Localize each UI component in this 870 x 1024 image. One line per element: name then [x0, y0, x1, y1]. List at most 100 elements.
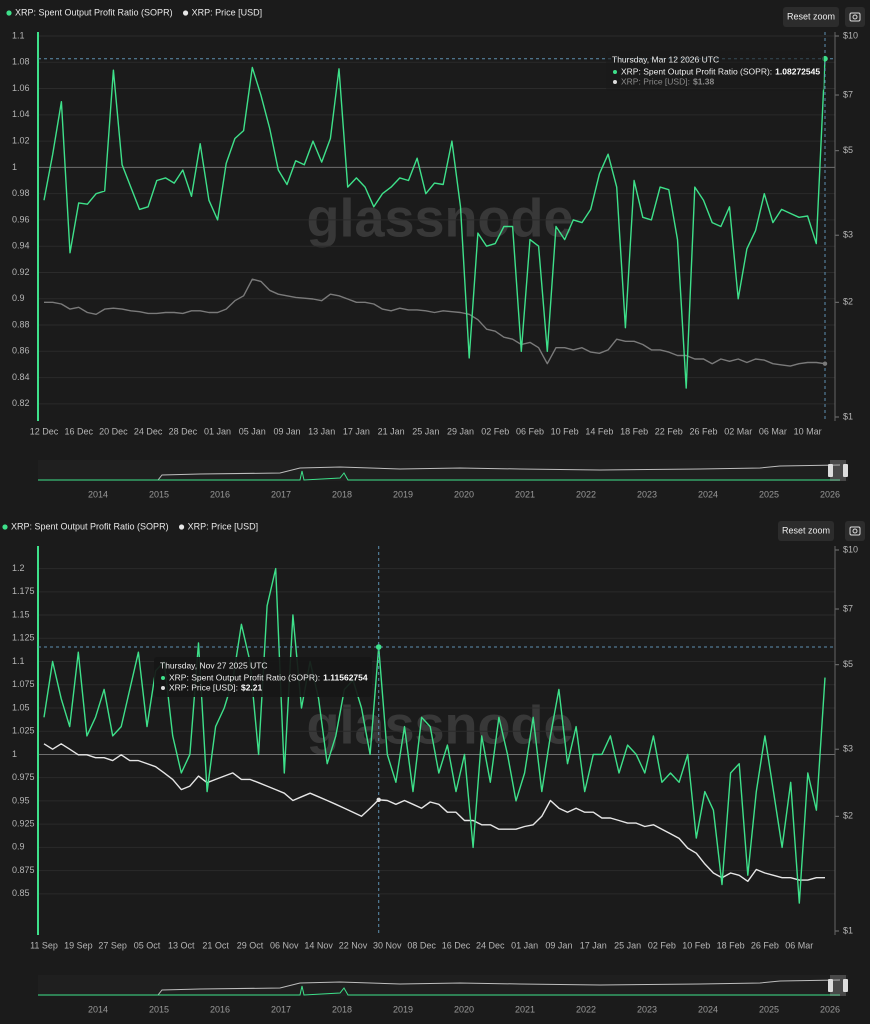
y2-tick-label: $3 — [843, 230, 853, 240]
hover-point — [376, 797, 381, 802]
x-tick-label: 14 Feb — [585, 426, 613, 436]
tooltip-label: XRP: Spent Output Profit Ratio (SOPR): — [621, 66, 772, 76]
x-tick-label: 12 Dec — [30, 426, 59, 436]
y-tick-label: 0.94 — [12, 241, 30, 251]
tooltip-label: XRP: Spent Output Profit Ratio (SOPR): — [169, 672, 320, 682]
y-tick-label: 1.08 — [12, 57, 30, 67]
navigator-year: 2024 — [698, 1004, 718, 1014]
x-tick-label: 24 Dec — [476, 940, 505, 950]
x-tick-label: 05 Oct — [134, 940, 161, 950]
y-tick-label: 1.025 — [12, 726, 35, 736]
x-tick-label: 29 Jan — [447, 426, 474, 436]
y2-tick-label: $1 — [843, 925, 853, 935]
y2-tick-label: $2 — [843, 297, 853, 307]
x-tick-label: 13 Oct — [168, 940, 195, 950]
legend-dot — [2, 524, 8, 530]
tooltip-date: Thursday, Mar 12 2026 UTC — [612, 54, 719, 64]
y2-tick-label: $3 — [843, 744, 853, 754]
y-tick-label: 0.98 — [12, 188, 30, 198]
y-tick-label: 0.88 — [12, 319, 30, 329]
y-tick-label: 1.15 — [12, 609, 30, 619]
y-tick-label: 0.84 — [12, 372, 30, 382]
y2-tick-label: $1 — [843, 411, 853, 421]
x-tick-label: 21 Oct — [202, 940, 229, 950]
x-tick-label: 28 Dec — [169, 426, 198, 436]
navigator[interactable] — [38, 460, 848, 481]
x-tick-label: 01 Jan — [511, 940, 538, 950]
navigator-year: 2019 — [393, 489, 413, 499]
y-tick-label: 0.9 — [12, 842, 25, 852]
x-tick-label: 24 Dec — [134, 426, 163, 436]
watermark: glassnode — [306, 188, 573, 248]
x-tick-label: 06 Nov — [270, 940, 299, 950]
navigator-window[interactable] — [830, 460, 846, 481]
x-tick-label: 05 Jan — [239, 426, 266, 436]
navigator-year: 2026 — [820, 1004, 840, 1014]
camera-button[interactable] — [845, 521, 865, 541]
sopr-line — [43, 58, 826, 389]
x-tick-label: 27 Sep — [98, 940, 127, 950]
navigator-handle[interactable] — [828, 464, 833, 477]
chart-panel: XRP: Spent Output Profit Ratio (SOPR) XRP… — [2, 521, 865, 1014]
hover-point — [375, 644, 382, 650]
x-tick-label: 14 Nov — [304, 940, 333, 950]
camera-lens — [852, 14, 858, 20]
navigator-handle[interactable] — [843, 979, 848, 992]
navigator-year: 2018 — [332, 1004, 352, 1014]
y2-tick-label: $2 — [843, 811, 853, 821]
tooltip-dot — [613, 70, 617, 74]
reset-zoom-label[interactable]: Reset zoom — [782, 525, 830, 535]
navigator-year: 2025 — [759, 489, 779, 499]
tooltip-label: XRP: Price [USD]: — [621, 76, 690, 86]
x-tick-label: 06 Feb — [516, 426, 544, 436]
y-tick-label: 1 — [12, 162, 17, 172]
y2-tick-label: $5 — [843, 145, 853, 155]
navigator[interactable] — [38, 975, 848, 996]
x-tick-label: 09 Jan — [545, 940, 572, 950]
navigator-handle[interactable] — [843, 464, 848, 477]
y-tick-label: 1.04 — [12, 109, 30, 119]
navigator-year: 2021 — [515, 489, 535, 499]
navigator-year: 2022 — [576, 489, 596, 499]
x-tick-label: 18 Feb — [717, 940, 745, 950]
hover-point — [822, 361, 828, 366]
navigator-year: 2020 — [454, 1004, 474, 1014]
navigator-window[interactable] — [830, 975, 846, 996]
reset-zoom-button[interactable] — [778, 521, 834, 541]
x-tick-label: 08 Dec — [407, 940, 436, 950]
price-line — [43, 743, 825, 882]
y-tick-label: 0.85 — [12, 888, 30, 898]
navigator-year: 2020 — [454, 489, 474, 499]
y-tick-label: 0.82 — [12, 398, 30, 408]
navigator-handle[interactable] — [828, 979, 833, 992]
navigator-year: 2022 — [576, 1004, 596, 1014]
y-tick-label: 1 — [12, 749, 17, 759]
y-tick-label: 0.925 — [12, 819, 35, 829]
reset-zoom-label[interactable]: Reset zoom — [787, 11, 835, 21]
chart-panel: XRP: Spent Output Profit Ratio (SOPR) XRP… — [6, 7, 865, 499]
y-tick-label: 1.1 — [12, 30, 25, 40]
camera-button[interactable] — [845, 7, 865, 27]
y-tick-label: 1.075 — [12, 679, 35, 689]
x-tick-label: 16 Dec — [442, 940, 471, 950]
navigator-year: 2014 — [88, 489, 108, 499]
tooltip-value: 1.08272545 — [775, 66, 820, 76]
navigator-year: 2024 — [698, 489, 718, 499]
navigator-year: 2016 — [210, 489, 230, 499]
tooltip-date: Thursday, Nov 27 2025 UTC — [160, 660, 268, 670]
legend-label: XRP: Spent Output Profit Ratio (SOPR) — [15, 7, 173, 17]
navigator-year: 2015 — [149, 489, 169, 499]
x-tick-label: 10 Mar — [794, 426, 822, 436]
reset-zoom-button[interactable] — [783, 7, 839, 27]
y2-tick-label: $10 — [843, 544, 858, 554]
y-tick-label: 0.875 — [12, 865, 35, 875]
navigator-series — [157, 979, 841, 996]
tooltip-label: XRP: Price [USD]: — [169, 682, 238, 692]
y2-tick-label: $5 — [843, 659, 853, 669]
camera-icon — [849, 12, 861, 22]
x-tick-label: 22 Feb — [655, 426, 683, 436]
navigator-year: 2023 — [637, 489, 657, 499]
y2-tick-label: $10 — [843, 30, 858, 40]
y-tick-label: 0.96 — [12, 214, 30, 224]
